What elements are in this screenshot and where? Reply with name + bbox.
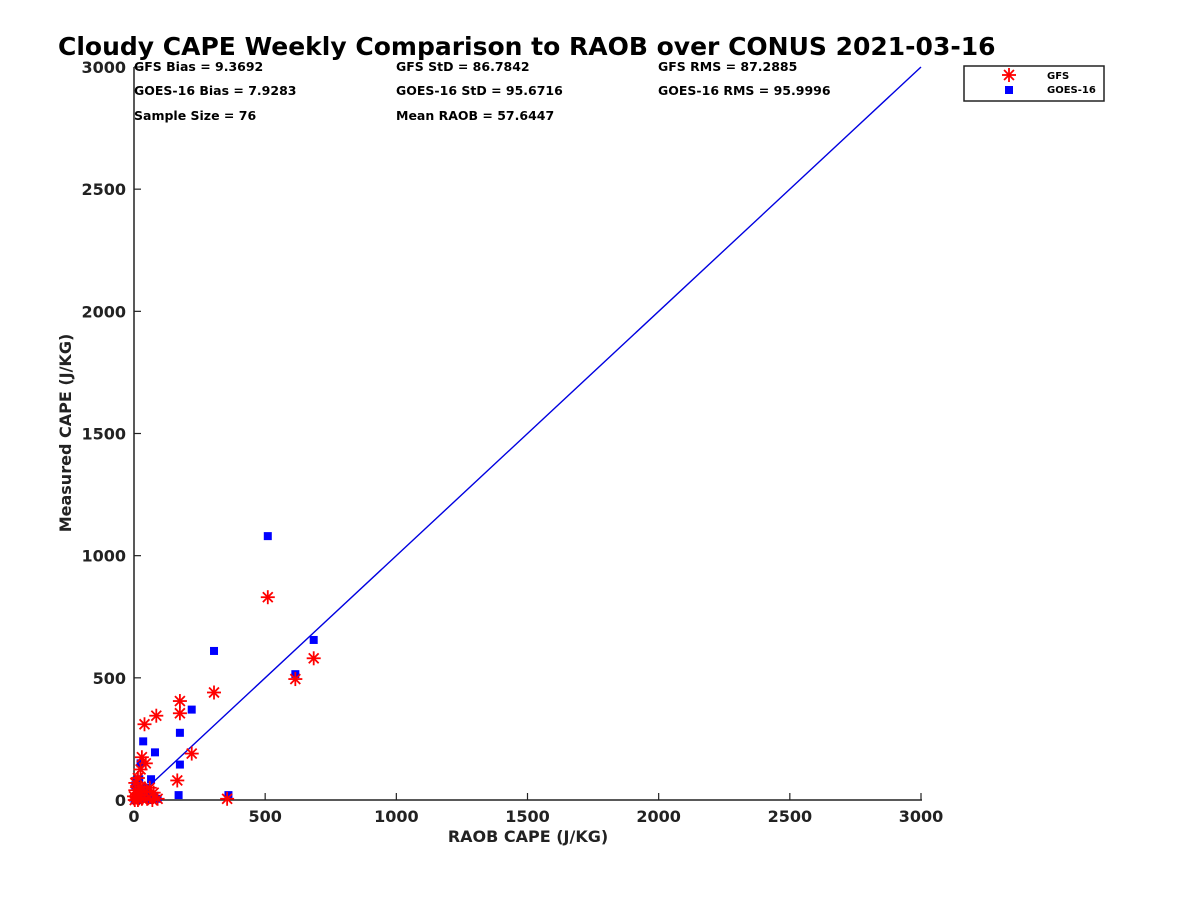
legend-box <box>963 65 1105 102</box>
stats-block: GFS Bias = 9.3692 GOES-16 Bias = 7.9283 … <box>134 59 831 123</box>
plot-area <box>127 66 922 807</box>
gfs-point <box>288 672 303 687</box>
stat-mean-raob: Mean RAOB = 57.6447 <box>396 108 554 123</box>
x-axis-label: RAOB CAPE (J/KG) <box>448 827 608 846</box>
gfs-point <box>133 779 148 794</box>
y-tick-label: 500 <box>93 669 126 688</box>
gfs-point <box>172 694 187 709</box>
stat-gfs-rms: GFS RMS = 87.2885 <box>658 59 797 74</box>
goes16-point <box>224 791 233 800</box>
y-tick-label: 1000 <box>81 547 126 566</box>
goes16-point <box>139 737 148 746</box>
gfs-point <box>127 789 141 804</box>
gfs-point <box>306 651 321 666</box>
y-tick-label: 3000 <box>81 58 126 77</box>
stat-gfs-bias: GFS Bias = 9.3692 <box>134 59 263 74</box>
x-tick-label: 2000 <box>636 807 681 826</box>
x-tick-label: 500 <box>248 807 281 826</box>
legend: GFS GOES-16 <box>963 65 1105 102</box>
y-tick-label: 2000 <box>81 302 126 321</box>
x-ticks: 0 500 1000 1500 2000 2500 3000 <box>128 793 943 826</box>
goes16-point <box>263 532 272 541</box>
y-tick-label: 1500 <box>81 425 126 444</box>
stat-goes-std: GOES-16 StD = 95.6716 <box>396 83 563 98</box>
gfs-point <box>184 746 199 761</box>
stat-goes-bias: GOES-16 Bias = 7.9283 <box>134 83 296 98</box>
x-tick-label: 1500 <box>505 807 550 826</box>
gfs-point <box>170 773 185 788</box>
legend-gfs-asterisk <box>1002 68 1016 82</box>
legend-marker-goes <box>1005 86 1013 94</box>
gfs-point <box>260 590 275 605</box>
x-tick-label: 2500 <box>768 807 813 826</box>
y-tick-label: 0 <box>115 791 126 810</box>
x-tick-label: 0 <box>128 807 139 826</box>
gfs-point <box>137 717 152 732</box>
y-axis-label: Measured CAPE (J/KG) <box>56 334 75 533</box>
stat-gfs-std: GFS StD = 86.7842 <box>396 59 530 74</box>
gfs-point <box>207 685 222 700</box>
stat-goes-rms: GOES-16 RMS = 95.9996 <box>658 83 831 98</box>
goes16-point <box>210 646 219 655</box>
stat-sample-size: Sample Size = 76 <box>134 108 256 123</box>
gfs-point <box>150 791 165 806</box>
one-to-one-line <box>133 66 922 801</box>
x-tick-label: 1000 <box>374 807 419 826</box>
goes16-point <box>309 635 318 644</box>
legend-marker-gfs <box>1002 68 1016 82</box>
y-tick-label: 2500 <box>81 180 126 199</box>
goes16-point <box>175 760 184 769</box>
legend-label-goes: GOES-16 <box>1047 85 1096 96</box>
goes16-point <box>175 728 184 737</box>
goes16-point <box>187 705 196 714</box>
gfs-point <box>220 791 235 806</box>
y-ticks: 0 500 1000 1500 2000 2500 3000 <box>81 58 141 810</box>
legend-label-gfs: GFS <box>1047 71 1069 82</box>
gfs-point <box>149 708 164 723</box>
goes16-point <box>174 791 183 800</box>
x-tick-label: 3000 <box>899 807 944 826</box>
goes16-point <box>150 748 159 757</box>
gfs-point <box>172 706 187 721</box>
chart-title: Cloudy CAPE Weekly Comparison to RAOB ov… <box>58 32 996 61</box>
goes16-point <box>147 775 156 784</box>
